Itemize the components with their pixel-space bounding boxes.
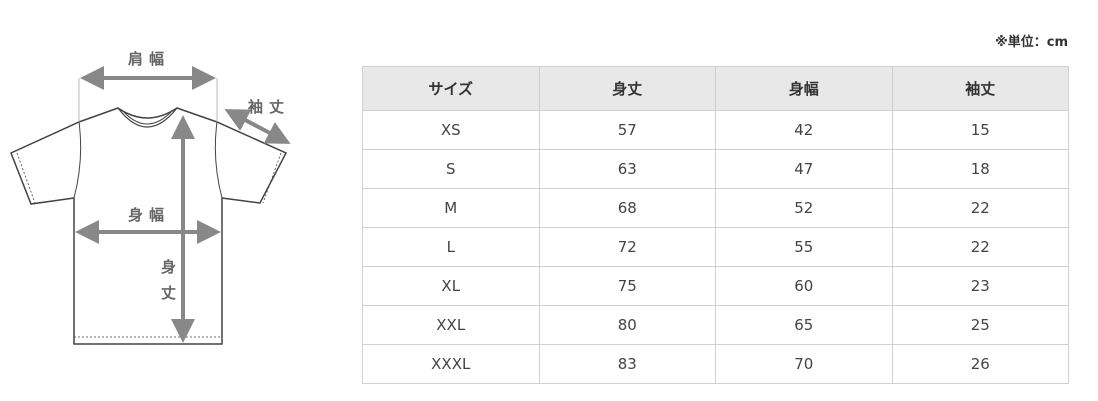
- table-cell: 22: [891, 227, 1069, 267]
- table-cell: 68: [538, 188, 716, 228]
- table-cell: 18: [891, 149, 1069, 189]
- width-label: 身幅: [128, 206, 170, 224]
- table-cell: 23: [891, 266, 1069, 306]
- header-size: サイズ: [362, 66, 540, 111]
- header-sleeve: 袖丈: [891, 66, 1069, 111]
- table-cell: 63: [538, 149, 716, 189]
- header-length: 身丈: [538, 66, 716, 111]
- table-cell: XXL: [362, 305, 540, 345]
- table-cell: M: [362, 188, 540, 228]
- table-cell: 47: [715, 149, 893, 189]
- table-cell: XL: [362, 266, 540, 306]
- table-header-row: サイズ 身丈 身幅 袖丈: [362, 66, 1069, 111]
- table-row: XS 57 42 15: [362, 110, 1069, 150]
- tshirt-outline: [10, 107, 288, 345]
- table-cell: 80: [538, 305, 716, 345]
- table-cell: 70: [715, 344, 893, 384]
- length-label-2: 丈: [161, 284, 176, 302]
- tshirt-diagram: 肩幅 袖丈 身幅 身 丈: [10, 50, 291, 345]
- table-cell: 75: [538, 266, 716, 306]
- table-row: XL 75 60 23: [362, 266, 1069, 306]
- table-cell: XS: [362, 110, 540, 150]
- table-cell: S: [362, 149, 540, 189]
- table-cell: 83: [538, 344, 716, 384]
- length-label-1: 身: [161, 258, 176, 276]
- table-cell: 55: [715, 227, 893, 267]
- table-cell: 60: [715, 266, 893, 306]
- table-row: S 63 47 18: [362, 149, 1069, 189]
- header-width: 身幅: [715, 66, 893, 111]
- table-cell: L: [362, 227, 540, 267]
- table-cell: 22: [891, 188, 1069, 228]
- table-row: M 68 52 22: [362, 188, 1069, 228]
- shoulder-label: 肩幅: [128, 50, 170, 68]
- table-row: XXXL 83 70 26: [362, 344, 1069, 384]
- table-row: XXL 80 65 25: [362, 305, 1069, 345]
- unit-note: ※単位：cm: [995, 35, 1068, 50]
- table-cell: 65: [715, 305, 893, 345]
- table-row: L 72 55 22: [362, 227, 1069, 267]
- sleeve-arrow: [224, 109, 291, 144]
- table-cell: XXXL: [362, 344, 540, 384]
- table-cell: 42: [715, 110, 893, 150]
- table-cell: 57: [538, 110, 716, 150]
- table-cell: 26: [891, 344, 1069, 384]
- size-table: サイズ 身丈 身幅 袖丈 XS 57 42 15 S 63 47 18 M 68 52 22 L 72 55…: [362, 66, 1069, 384]
- table-cell: 15: [891, 110, 1069, 150]
- table-cell: 52: [715, 188, 893, 228]
- sleeve-label: 袖丈: [248, 98, 290, 116]
- table-cell: 72: [538, 227, 716, 267]
- table-cell: 25: [891, 305, 1069, 345]
